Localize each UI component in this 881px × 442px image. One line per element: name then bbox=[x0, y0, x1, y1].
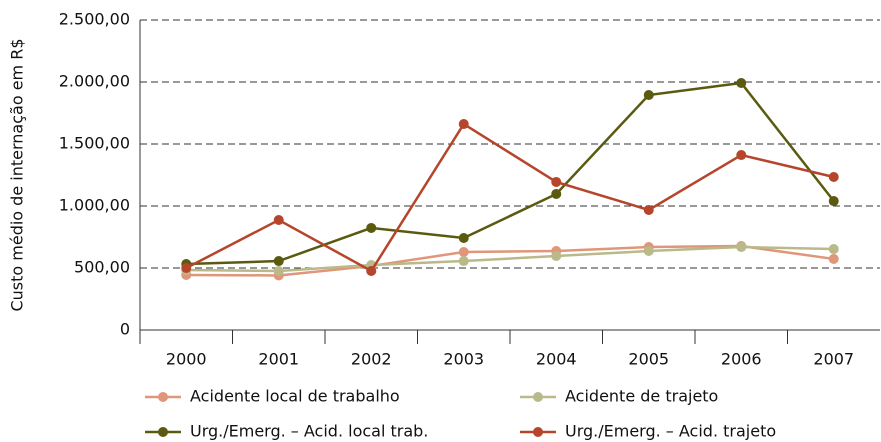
legend-label: Acidente local de trabalho bbox=[190, 387, 400, 406]
point bbox=[273, 256, 284, 267]
y-tick-label: 1.000,00 bbox=[59, 196, 130, 215]
point bbox=[736, 150, 747, 161]
legend-label: Acidente de trajeto bbox=[565, 387, 718, 406]
legend-label: Urg./Emerg. – Acid. trajeto bbox=[565, 422, 776, 441]
point bbox=[828, 253, 839, 264]
point bbox=[736, 77, 747, 88]
point bbox=[828, 244, 839, 255]
point bbox=[458, 232, 469, 243]
point bbox=[551, 176, 562, 187]
point bbox=[366, 265, 377, 276]
series-line bbox=[186, 244, 834, 277]
y-axis-label: Custo médio de internação em R$ bbox=[8, 38, 27, 311]
point bbox=[828, 171, 839, 182]
point bbox=[643, 90, 654, 101]
point bbox=[736, 242, 747, 253]
series-line bbox=[185, 122, 835, 273]
y-tick-label: 2.000,00 bbox=[59, 72, 130, 91]
legend-marker bbox=[158, 427, 168, 437]
legend-marker bbox=[533, 392, 543, 402]
x-tick-label: 2003 bbox=[443, 350, 484, 369]
series-line bbox=[186, 81, 835, 266]
point bbox=[828, 196, 839, 207]
x-tick-label: 2007 bbox=[813, 350, 854, 369]
y-tick-label: 0 bbox=[120, 320, 130, 339]
y-tick-label: 1.500,00 bbox=[59, 134, 130, 153]
legend-marker bbox=[533, 427, 543, 437]
y-tick-label: 500,00 bbox=[74, 258, 130, 277]
x-tick-label: 2000 bbox=[166, 350, 207, 369]
x-tick-label: 2002 bbox=[351, 350, 392, 369]
point bbox=[366, 222, 377, 233]
x-tick-label: 2005 bbox=[628, 350, 669, 369]
point bbox=[458, 256, 469, 267]
x-tick-label: 2001 bbox=[258, 350, 299, 369]
point bbox=[551, 250, 562, 261]
x-tick-label: 2004 bbox=[536, 350, 577, 369]
point bbox=[273, 265, 284, 276]
y-tick-label: 2.500,00 bbox=[59, 10, 130, 29]
point bbox=[458, 119, 469, 130]
legend-label: Urg./Emerg. – Acid. local trab. bbox=[190, 422, 428, 441]
legend-marker bbox=[158, 392, 168, 402]
point bbox=[643, 204, 654, 215]
point bbox=[273, 215, 284, 226]
x-tick-label: 2006 bbox=[721, 350, 762, 369]
point bbox=[458, 247, 469, 258]
point bbox=[181, 263, 192, 273]
series-line bbox=[186, 245, 834, 273]
point bbox=[643, 246, 654, 257]
point bbox=[551, 188, 562, 199]
